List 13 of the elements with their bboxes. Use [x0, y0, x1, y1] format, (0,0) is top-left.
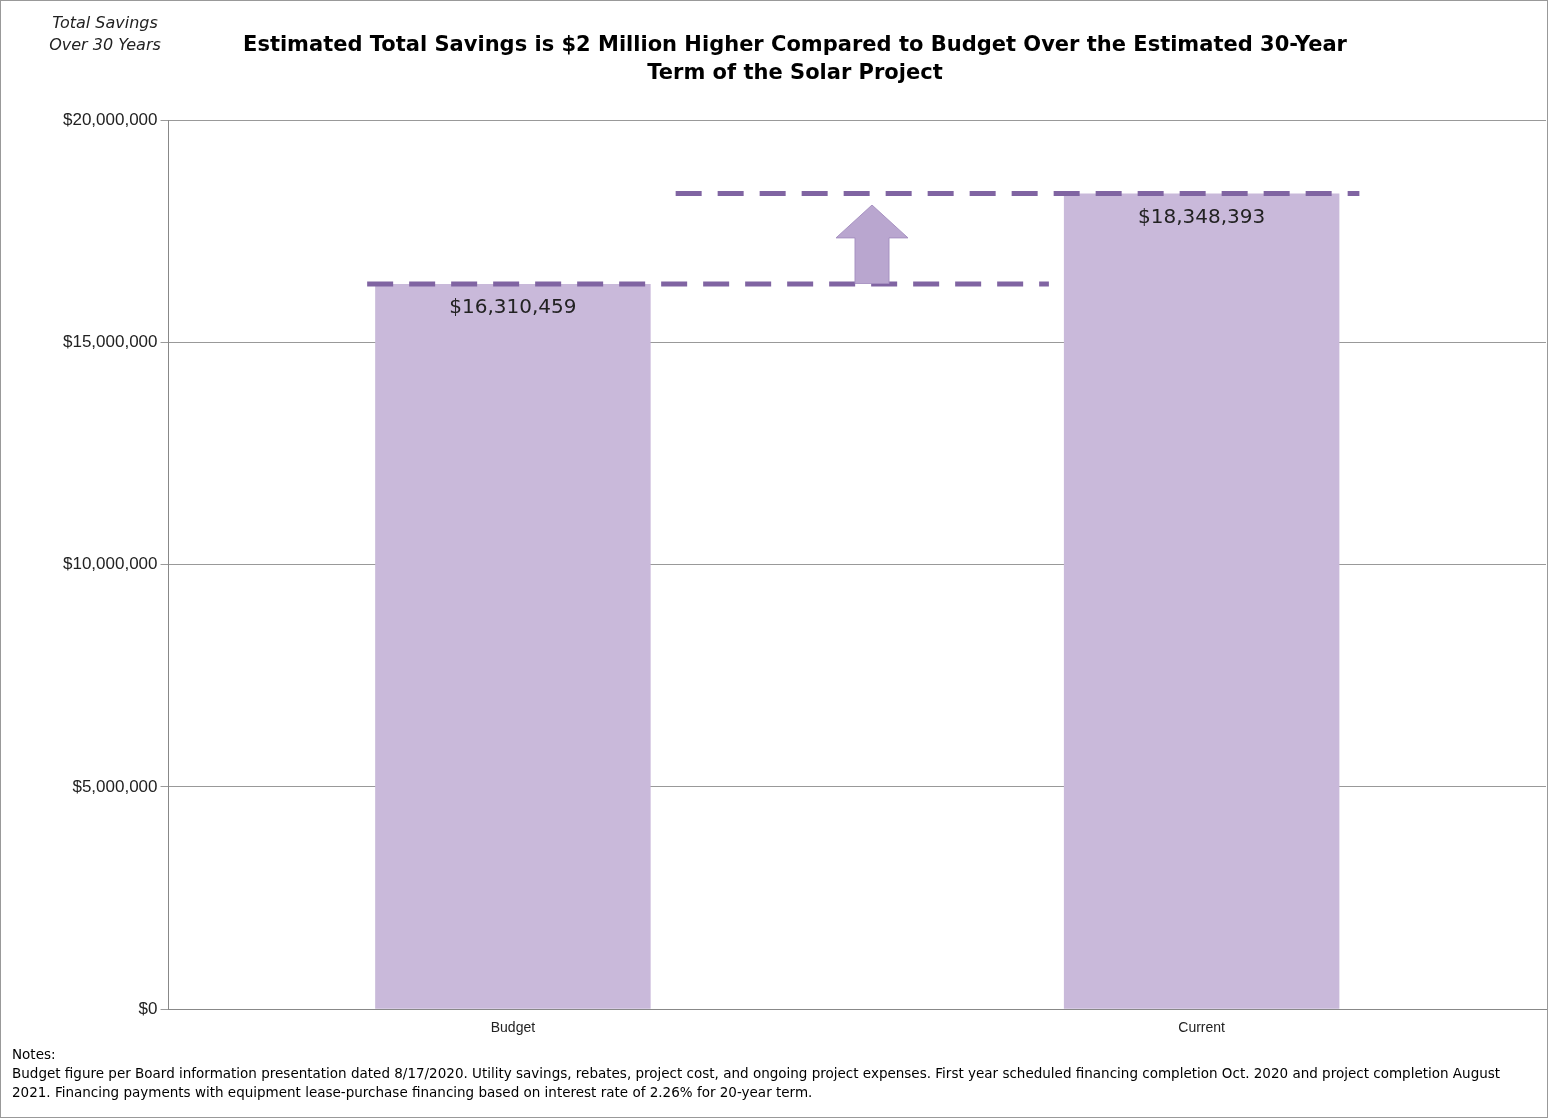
y-tick-label: $5,000,000: [72, 776, 158, 796]
chart-title: Estimated Total Savings is $2 Million Higher Compared to Budget Over the Estimated 30-Year Term of the Solar Project: [242, 31, 1348, 86]
data-label: $18,348,393: [1138, 203, 1266, 228]
y-tick-label: $10,000,000: [62, 554, 158, 574]
x-tick-label: Current: [1178, 1019, 1226, 1036]
y-tick-label: $20,000,000: [62, 109, 158, 129]
y-tick-label: $0: [138, 998, 158, 1018]
y-tick-label: $15,000,000: [62, 331, 158, 351]
text: Budget figure per Board information presentation dated 8/17/2020. Utility savings, rebates, project cost, and ongoing project expenses. First year scheduled financing completion Oct. 2020 and project completion August 2021. Financing payments with equipment lease-purchase financing based on interest rate of 2.26% for 20-year term.: [12, 1064, 1502, 1102]
y-axis-title: Total Savings Over 30 Years: [48, 12, 162, 56]
x-tick-label: Budget: [490, 1019, 536, 1036]
text: Notes:: [12, 1045, 57, 1064]
data-label: $16,310,459: [449, 294, 577, 319]
